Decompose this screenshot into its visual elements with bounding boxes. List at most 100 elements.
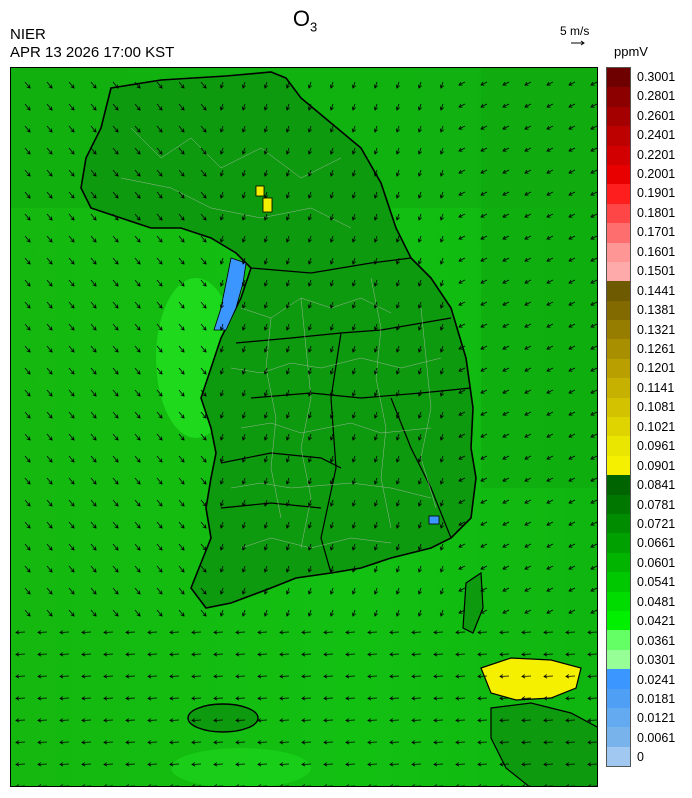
wind-vector [352,169,356,177]
wind-vector [440,455,444,463]
wind-vector-head [26,568,31,573]
wind-vector-head [37,696,42,701]
wind-vector-head [26,238,31,243]
wind-vector-head [158,568,163,573]
wind-vector [590,213,597,218]
wind-vector-head [373,370,378,375]
wind-vector [479,785,487,786]
wind-vector [125,631,136,633]
wind-vector [546,191,554,196]
wind-vector [46,191,53,199]
wind-vector [590,103,597,108]
wind-vector [352,587,356,595]
wind-vector-head [285,172,290,177]
wind-vector [521,763,532,765]
legend-label: 0.2001 [637,166,676,181]
wind-vector [418,103,422,111]
wind-vector-head [219,502,224,507]
wind-vector-head [395,216,400,221]
wind-scale-arrow-icon [571,40,585,46]
wind-vector [480,433,488,438]
wind-vector-head [351,436,356,441]
wind-vector [396,433,400,441]
wind-vector-head [263,282,268,287]
wind-vector [352,103,356,111]
wind-vector-head [373,326,378,331]
wind-vector-head [351,568,356,573]
wind-vector [323,719,334,721]
wind-vector [301,741,312,743]
wind-vector-head [568,499,573,504]
wind-vector-head [329,612,334,617]
wind-vector-head [70,480,75,485]
wind-vector-head [158,414,163,419]
wind-vector [308,521,312,529]
wind-vector-head [169,674,174,679]
wind-vector-head [417,524,422,529]
wind-vector [147,675,158,677]
wind-vector [396,367,400,375]
wind-vector-head [307,216,312,221]
wind-vector-head [373,172,378,177]
wind-vector [200,323,207,331]
wind-vector-head [502,169,507,174]
wind-vector-head [590,609,595,614]
wind-vector [502,279,510,284]
wind-vector [68,521,75,529]
wind-vector [330,279,334,287]
wind-vector [301,763,312,765]
wind-vector [396,411,400,419]
wind-vector [220,279,224,287]
wind-vector-head [59,762,64,767]
wind-vector-head [590,125,595,130]
wind-vector [103,763,114,765]
wind-vector [156,543,163,551]
wind-vector [242,411,246,419]
wind-vector-head [92,458,97,463]
wind-vector-head [568,587,573,592]
wind-vector-head [543,740,548,745]
wind-vector-head [417,150,422,155]
wind-vector [90,389,97,397]
wind-vector-head [213,652,218,657]
wind-vector-head [346,784,350,786]
wind-vector [156,191,163,199]
wind-vector-head [136,480,141,485]
wind-vector-head [285,568,290,573]
wind-vector [587,653,597,655]
wind-vector [524,323,532,328]
wind-vector-head [70,458,75,463]
wind-vector-head [202,260,207,265]
wind-vector [345,697,356,699]
wind-vector-head [389,740,394,745]
wind-vector [568,301,576,306]
wind-vector-head [147,652,152,657]
wind-vector [46,609,53,617]
wind-vector-head [114,348,119,353]
wind-vector-head [70,106,75,111]
wind-vector-head [458,323,463,328]
legend-swatch [607,513,630,534]
wind-vector [396,301,400,309]
wind-vector-head [417,458,422,463]
wind-vector [103,741,114,743]
wind-vector [286,213,290,221]
wind-vector-head [502,125,507,130]
wind-vector-head [263,216,268,221]
wind-vector-head [480,521,485,526]
ozone-map[interactable] [10,67,598,787]
wind-vector [46,477,53,485]
wind-vector [389,763,400,765]
wind-vector-head [214,784,218,786]
wind-vector [103,697,114,699]
wind-vector [418,587,422,595]
wind-vector-head [546,169,551,174]
wind-vector [568,455,576,460]
wind-vector-head [544,784,548,786]
wind-vector [169,741,180,743]
wind-vector-head [323,652,328,657]
wind-vector-head [257,630,262,635]
kyushu-coast [490,702,597,786]
wind-vector [433,719,444,721]
wind-vector-head [235,652,240,657]
